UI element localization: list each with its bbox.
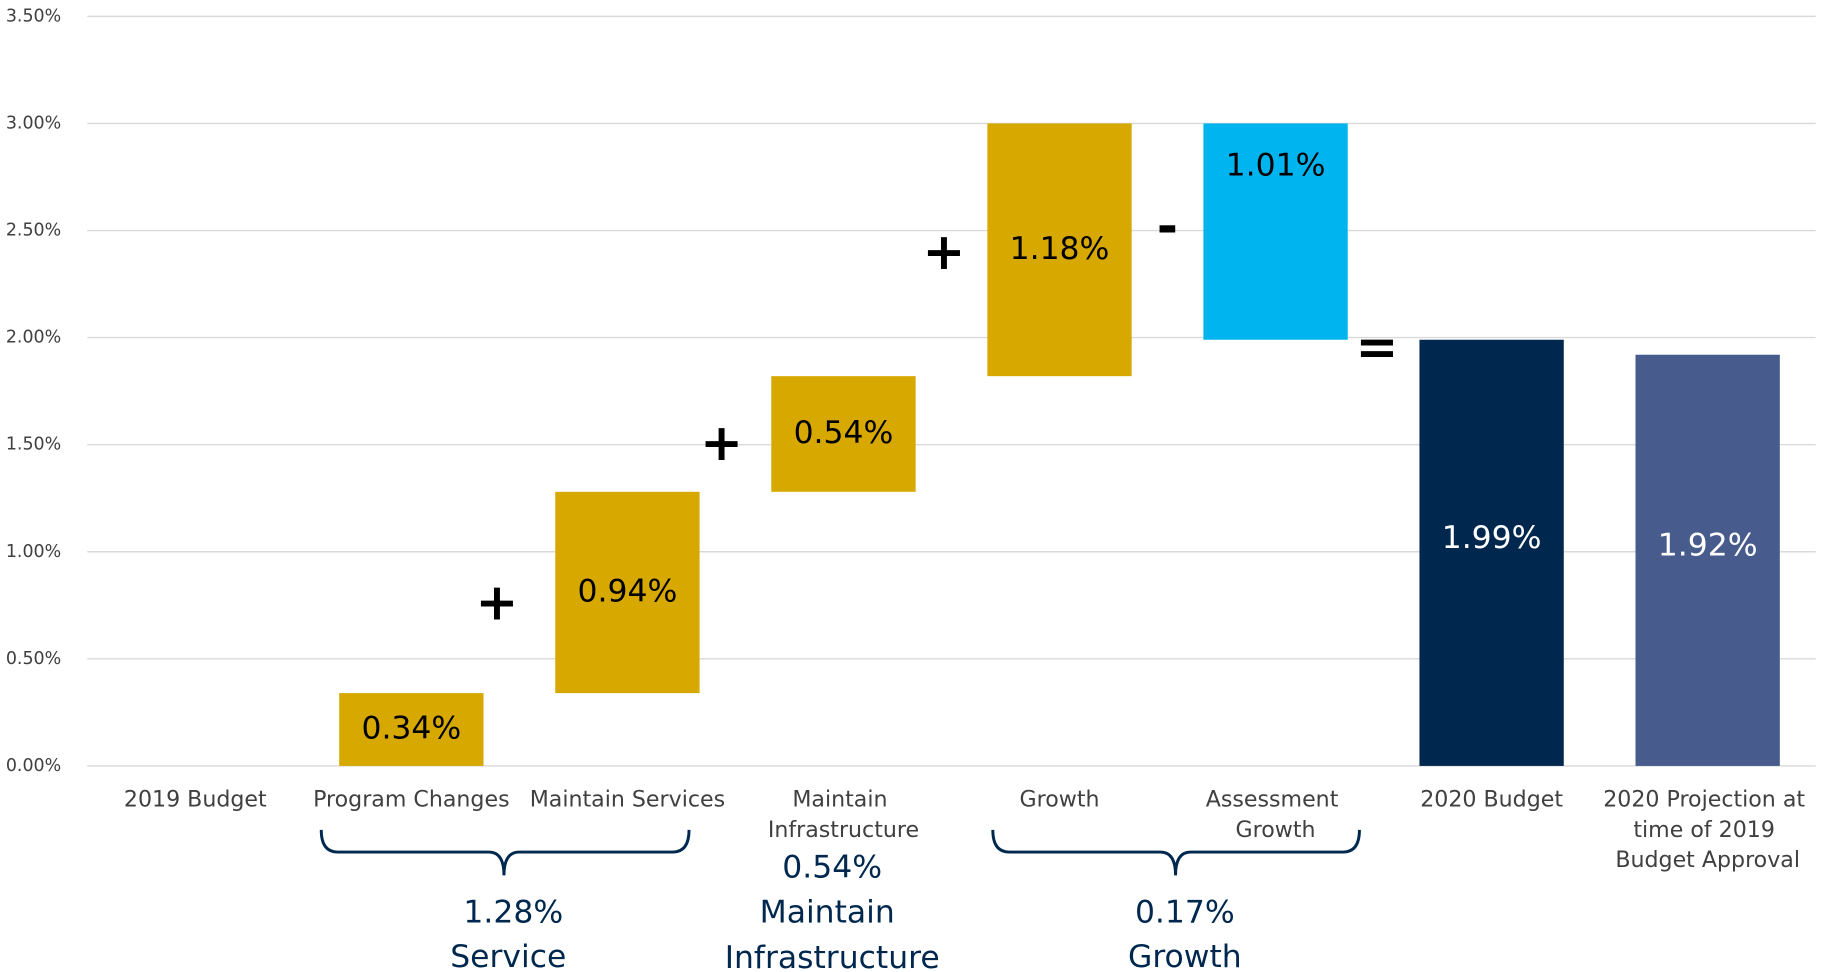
x-tick-label: 2019 Budget [124,786,267,812]
operator: - [1157,196,1178,256]
x-tick-label: Maintain Services [530,786,725,812]
x-tick-label: Assessment Growth [1206,786,1346,842]
bracket [319,829,691,876]
group-label: Growth [1128,939,1242,972]
x-tick-label: Growth [1019,786,1099,812]
bar [1419,339,1564,766]
bar [1203,123,1348,340]
operator: + [922,222,965,282]
y-tick-label: 1.50% [6,435,61,455]
brackets [319,829,1361,876]
group-value: 0.54% [782,849,882,885]
bar [339,693,484,766]
operator: = [1355,317,1398,377]
y-tick-label: 2.00% [6,328,61,348]
bar [1635,354,1780,766]
bracket [991,829,1361,876]
bar [987,123,1132,377]
group-label: Maintain Infrastructure [725,895,940,972]
x-tick-label: Program Changes [313,786,509,812]
x-tick-label: 2020 Budget [1420,786,1563,812]
y-tick-label: 0.50% [6,649,61,669]
value-label: 1.01% [1226,147,1326,183]
bar [771,376,916,492]
group-value: 0.17% [1135,895,1235,931]
operator: + [476,572,519,632]
y-tick-label: 1.00% [6,542,61,562]
x-tick-label: 2020 Projection at time of 2019 Budget A… [1603,786,1812,873]
group-label: Service Delivery [448,939,578,972]
y-tick-label: 2.50% [6,221,61,241]
y-tick-label: 0.00% [6,756,61,776]
value-label: 1.92% [1658,527,1758,563]
x-tick-label: Maintain Infrastructure [768,786,919,842]
y-tick-label: 3.00% [6,113,61,133]
group-value: 1.28% [463,895,563,931]
y-tick-label: 3.50% [6,6,61,26]
operator: + [700,413,743,473]
value-label: 0.34% [361,711,461,747]
bar [555,491,700,694]
value-label: 1.99% [1442,520,1542,556]
value-label: 1.18% [1010,231,1110,267]
value-label: 0.94% [578,573,678,609]
value-label: 0.54% [794,415,894,451]
